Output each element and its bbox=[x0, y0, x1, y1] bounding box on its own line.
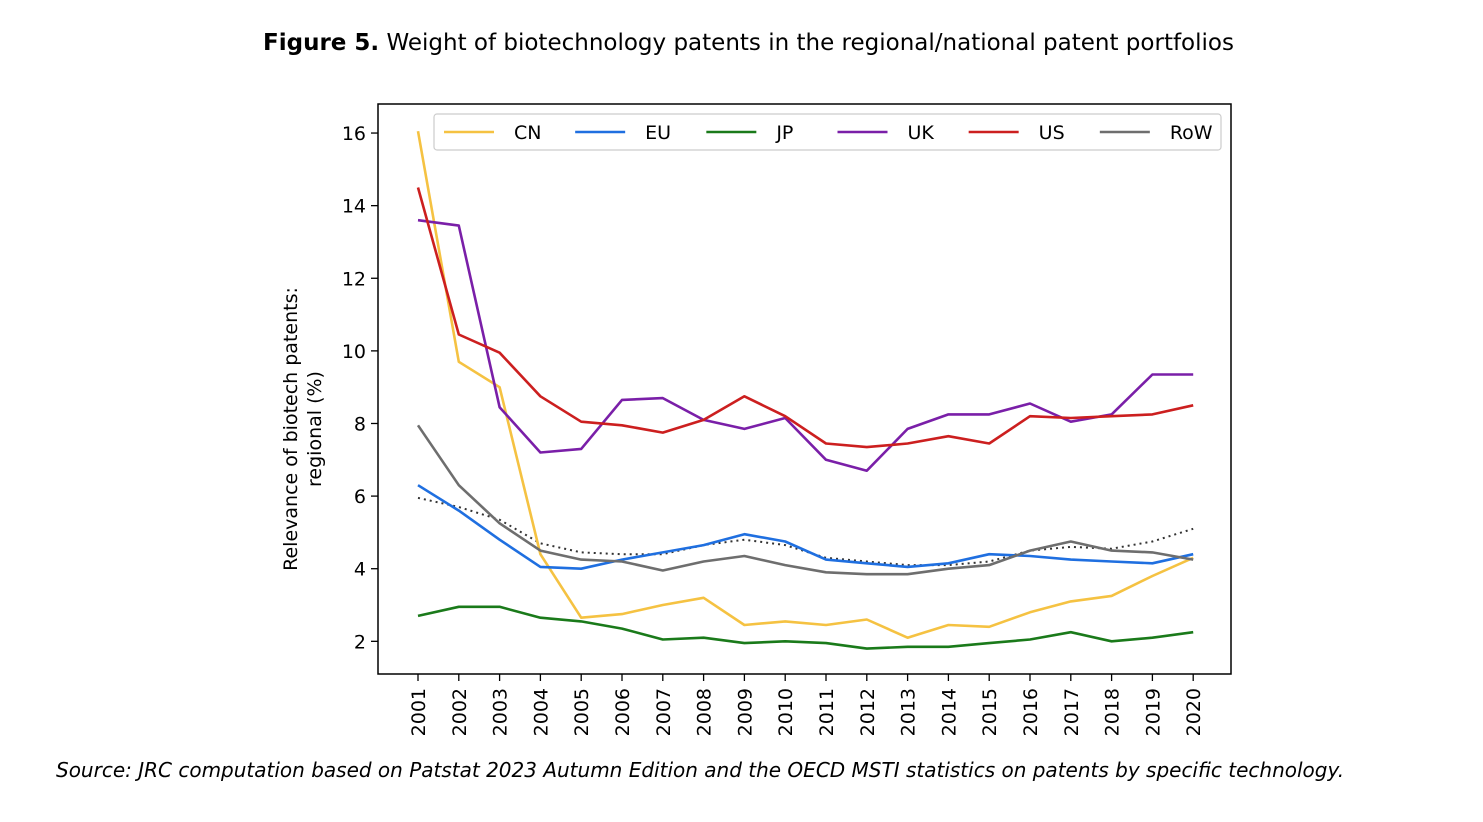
x-tick-label: 2018 bbox=[1102, 688, 1124, 736]
x-tick-label: 2017 bbox=[1061, 688, 1083, 736]
x-tick-label: 2020 bbox=[1183, 688, 1205, 736]
x-tick-label: 2019 bbox=[1142, 688, 1164, 736]
series-line-jp bbox=[417, 605, 1194, 650]
y-tick-label: 2 bbox=[354, 631, 366, 653]
y-tick-label: 8 bbox=[354, 413, 366, 435]
legend-label-uk: UK bbox=[908, 122, 935, 144]
source-note: Source: JRC computation based on Patstat… bbox=[56, 758, 1345, 782]
x-tick-label: 2015 bbox=[979, 688, 1001, 736]
legend-label-eu: EU bbox=[645, 122, 671, 144]
x-tick-label: 2013 bbox=[898, 688, 920, 736]
x-tick-label: 2003 bbox=[490, 688, 512, 736]
x-tick-label: 2016 bbox=[1020, 688, 1042, 736]
figure-title-text: Weight of biotechnology patents in the r… bbox=[386, 30, 1234, 56]
legend-label-row: RoW bbox=[1170, 122, 1213, 144]
legend-label-cn: CN bbox=[514, 122, 541, 144]
x-tick-label: 2010 bbox=[775, 688, 797, 736]
series-line-us bbox=[416, 187, 1194, 449]
x-tick-label: 2008 bbox=[694, 688, 716, 736]
x-tick-label: 2014 bbox=[938, 688, 960, 736]
series-line-row bbox=[416, 424, 1194, 576]
x-tick-label: 2012 bbox=[857, 688, 879, 736]
plot-frame bbox=[377, 103, 1232, 675]
legend-box bbox=[433, 113, 1222, 151]
x-tick-label: 2001 bbox=[408, 688, 430, 736]
y-axis-label: Relevance of biotech patents: bbox=[280, 287, 302, 571]
x-tick-label: 2009 bbox=[734, 688, 756, 736]
legend-label-us: US bbox=[1039, 122, 1065, 144]
y-tick-label: 12 bbox=[342, 268, 366, 290]
y-tick-label: 14 bbox=[342, 196, 366, 218]
series-line-cn bbox=[416, 130, 1194, 640]
series-line-uk bbox=[417, 218, 1194, 473]
figure-title: Figure 5. Weight of biotechnology patent… bbox=[0, 30, 1483, 56]
y-tick-label: 6 bbox=[354, 486, 366, 508]
series-line-eu bbox=[417, 484, 1194, 571]
figure-number: Figure 5. bbox=[263, 30, 380, 56]
y-tick-label: 16 bbox=[342, 123, 366, 145]
x-tick-label: 2002 bbox=[449, 688, 471, 736]
x-tick-label: 2004 bbox=[530, 688, 552, 736]
x-tick-label: 2005 bbox=[571, 688, 593, 736]
x-tick-label: 2007 bbox=[653, 688, 675, 736]
y-tick-label: 10 bbox=[342, 341, 366, 363]
legend-label-jp: JP bbox=[775, 122, 793, 144]
y-axis-label: regional (%) bbox=[304, 371, 326, 487]
y-tick-label: 4 bbox=[354, 559, 366, 581]
x-tick-label: 2011 bbox=[816, 688, 838, 736]
x-tick-label: 2006 bbox=[612, 688, 634, 736]
series-line-dotted bbox=[417, 496, 1194, 567]
